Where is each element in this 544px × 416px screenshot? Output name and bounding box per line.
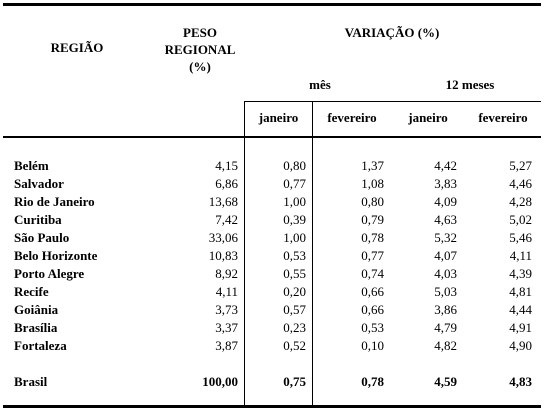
cell-region: Porto Alegre: [14, 266, 85, 281]
cell-feb-month: 0,66: [361, 284, 384, 299]
cell-jan-12: 4,82: [434, 338, 457, 353]
header-weight-line3: (%): [189, 59, 211, 74]
total-weight: 100,00: [202, 374, 238, 389]
vertical-rule-month: [312, 101, 313, 407]
cell-region: Goiânia: [14, 302, 59, 317]
cell-feb-12: 4,81: [509, 284, 532, 299]
cell-region: Belém: [14, 158, 49, 173]
cell-feb-12: 4,39: [509, 266, 532, 281]
cell-feb-month: 1,37: [361, 158, 384, 173]
header-rule-mid: [244, 101, 541, 102]
cell-feb-12: 4,11: [509, 248, 532, 263]
cell-jan-month: 0,77: [283, 176, 306, 191]
header-month-group: mês: [309, 77, 331, 92]
header-bottom-rule: [3, 136, 541, 138]
cell-weight: 7,42: [215, 212, 238, 227]
header-weight-line1: PESO: [183, 25, 217, 40]
cell-jan-month: 1,00: [283, 230, 306, 245]
cell-region: Salvador: [14, 176, 64, 191]
cell-feb-month: 0,78: [361, 230, 384, 245]
cell-feb-12: 4,44: [509, 302, 532, 317]
cell-jan-month: 0,55: [283, 266, 306, 281]
total-feb-month: 0,78: [361, 374, 384, 389]
total-jan-12: 4,59: [434, 374, 457, 389]
total-jan-month: 0,75: [283, 374, 306, 389]
cell-jan-12: 4,09: [434, 194, 457, 209]
cell-jan-12: 4,79: [434, 320, 457, 335]
cell-weight: 10,83: [208, 248, 238, 263]
cell-jan-12: 5,03: [434, 284, 457, 299]
cell-weight: 3,87: [215, 338, 238, 353]
cell-jan-month: 0,20: [283, 284, 306, 299]
cell-feb-month: 0,53: [361, 320, 384, 335]
header-feb-12: fevereiro: [478, 110, 528, 125]
header-twelve-group: 12 meses: [445, 77, 495, 92]
cell-weight: 3,73: [215, 302, 238, 317]
cell-weight: 8,92: [215, 266, 238, 281]
cell-jan-month: 0,53: [283, 248, 306, 263]
cell-region: Fortaleza: [14, 338, 67, 353]
cell-jan-month: 0,39: [283, 212, 306, 227]
header-feb-month: fevereiro: [327, 110, 377, 125]
header-region: REGIÃO: [50, 40, 104, 55]
cell-feb-12: 5,46: [509, 230, 532, 245]
total-region: Brasil: [14, 374, 48, 389]
cell-region: Rio de Janeiro: [14, 194, 95, 209]
cell-jan-12: 4,42: [434, 158, 457, 173]
bottom-rule: [3, 405, 541, 408]
cell-jan-12: 4,07: [434, 248, 457, 263]
cell-weight: 4,11: [215, 284, 238, 299]
cell-feb-month: 0,79: [361, 212, 384, 227]
vertical-rule-weight: [244, 101, 245, 407]
header-variation: VARIAÇÃO (%): [344, 25, 440, 40]
cell-feb-month: 1,08: [361, 176, 384, 191]
cell-jan-month: 0,23: [283, 320, 306, 335]
cell-feb-month: 0,74: [361, 266, 384, 281]
cell-jan-month: 0,52: [283, 338, 306, 353]
header-weight-line2: REGIONAL: [164, 42, 236, 57]
cell-feb-12: 4,91: [509, 320, 532, 335]
cell-weight: 3,37: [215, 320, 238, 335]
cell-region: Curitiba: [14, 212, 62, 227]
top-rule: [3, 3, 541, 6]
cell-jan-month: 0,80: [283, 158, 306, 173]
cell-jan-12: 3,83: [434, 176, 457, 191]
cell-feb-12: 5,27: [509, 158, 532, 173]
cell-jan-12: 5,32: [434, 230, 457, 245]
cell-feb-12: 4,46: [509, 176, 532, 191]
header-jan-12: janeiro: [408, 110, 448, 125]
cell-jan-month: 0,57: [283, 302, 306, 317]
cell-region: Belo Horizonte: [14, 248, 98, 263]
cell-weight: 6,86: [215, 176, 238, 191]
cell-region: Brasília: [14, 320, 58, 335]
cell-feb-month: 0,66: [361, 302, 384, 317]
cell-region: São Paulo: [14, 230, 70, 245]
cell-feb-month: 0,10: [361, 338, 384, 353]
total-feb-12: 4,83: [509, 374, 532, 389]
cell-jan-12: 4,03: [434, 266, 457, 281]
cell-feb-12: 4,28: [509, 194, 532, 209]
cell-jan-12: 3,86: [434, 302, 457, 317]
cell-weight: 4,15: [215, 158, 238, 173]
cell-feb-12: 5,02: [509, 212, 532, 227]
cell-feb-month: 0,77: [361, 248, 384, 263]
cell-region: Recife: [14, 284, 49, 299]
cell-feb-month: 0,80: [361, 194, 384, 209]
cell-weight: 13,68: [208, 194, 238, 209]
cell-jan-12: 4,63: [434, 212, 457, 227]
cell-jan-month: 1,00: [283, 194, 306, 209]
header-jan-month: janeiro: [258, 110, 299, 125]
cell-feb-12: 4,90: [509, 338, 532, 353]
cell-weight: 33,06: [208, 230, 238, 245]
